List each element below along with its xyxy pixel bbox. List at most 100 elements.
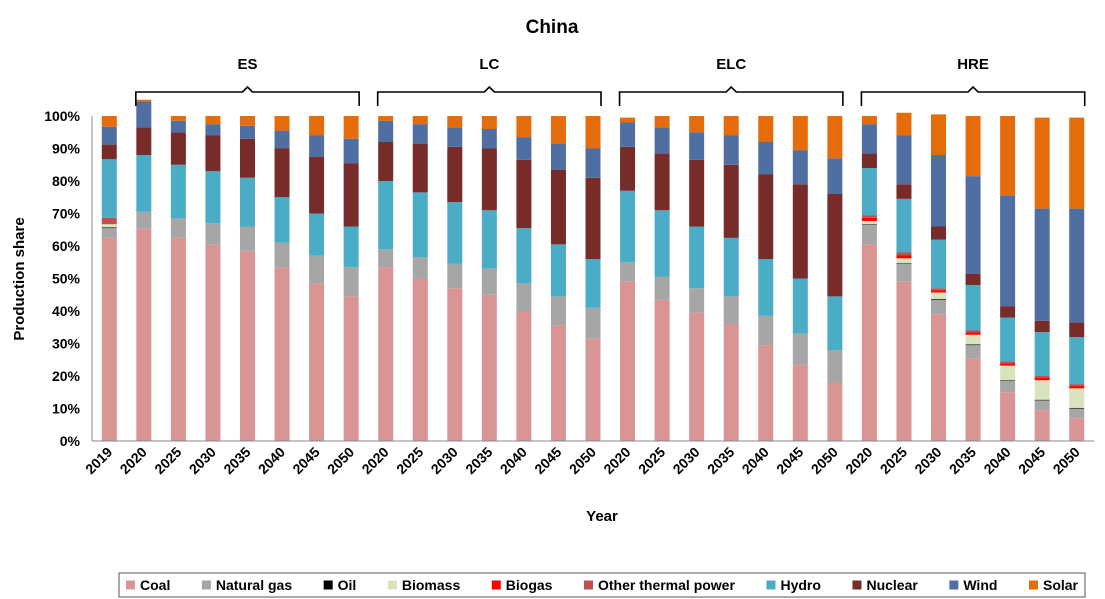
x-tick-label: 2045	[289, 444, 322, 477]
bar-segment	[343, 138, 359, 164]
group-bracket	[135, 85, 360, 106]
bar-segment	[896, 255, 912, 259]
legend-label: Wind	[963, 577, 997, 593]
bar-segment	[239, 177, 255, 227]
bar-segment	[516, 137, 532, 160]
bar-segment	[792, 150, 808, 185]
bar-segment	[309, 156, 325, 214]
bar-segment	[481, 116, 497, 129]
bar-segment	[343, 163, 359, 227]
bar-segment	[723, 237, 739, 297]
plot-area: 0%10%20%30%40%50%60%70%80%90%100%2019 202…	[44, 56, 1094, 477]
bar-segment	[931, 298, 947, 300]
bar-segment	[620, 262, 636, 282]
bar-segment	[205, 135, 221, 172]
x-axis-title: Year	[586, 508, 618, 525]
bar-segment	[205, 124, 221, 136]
bar-segment	[861, 116, 877, 125]
x-tick-label: 2030	[911, 444, 944, 477]
bar-segment	[585, 307, 601, 339]
legend-swatch	[491, 580, 501, 590]
bar-segment	[481, 210, 497, 269]
group-bracket	[618, 85, 844, 106]
bar-segment	[1034, 117, 1050, 209]
bar-segment	[309, 135, 325, 157]
bar-segment	[1034, 400, 1050, 411]
x-tick-label: 2035	[946, 444, 979, 477]
bar-segment	[931, 299, 947, 315]
bar-segment	[931, 292, 947, 299]
bar-segment	[1069, 384, 1085, 387]
x-tick-label: 2020	[117, 444, 150, 477]
bar-segment	[101, 217, 117, 225]
bar-segment	[965, 332, 981, 335]
y-tick-label: 40%	[52, 303, 81, 319]
bar-segment	[931, 155, 947, 227]
bar-segment	[378, 267, 394, 441]
bar-segment	[1034, 410, 1050, 441]
bar-segment	[136, 211, 152, 229]
legend-label: Nuclear	[866, 577, 918, 593]
chart-title: China	[526, 17, 579, 38]
bar-segment	[585, 148, 601, 178]
bar-segment	[965, 116, 981, 177]
bar-segment	[896, 252, 912, 256]
bar-segment	[689, 312, 705, 441]
bar-segment	[861, 215, 877, 218]
bar-segment	[1034, 332, 1050, 376]
x-tick-label: 2020	[600, 444, 633, 477]
bar-segment	[654, 153, 670, 211]
bar-segment	[1000, 116, 1016, 196]
bar-segment	[274, 197, 290, 243]
bar-segment	[689, 159, 705, 227]
bar-segment	[170, 120, 186, 133]
bar-segment	[896, 258, 912, 264]
bar-segment	[620, 281, 636, 441]
legend-label: Hydro	[780, 577, 820, 593]
x-tick-label: 2025	[877, 444, 910, 477]
bar-segment	[136, 127, 152, 155]
group-label: ELC	[716, 56, 746, 73]
x-tick-label: 2040	[497, 444, 530, 477]
bar-segment	[827, 116, 843, 159]
legend-label: Biomass	[402, 577, 461, 593]
bar-segment	[378, 249, 394, 268]
x-tick-label: 2045	[1015, 444, 1048, 477]
bar-segment	[723, 116, 739, 136]
bar-segment	[378, 181, 394, 250]
bar-segment	[896, 198, 912, 253]
bar-segment	[896, 184, 912, 199]
bar-segment	[827, 158, 843, 194]
y-tick-label: 90%	[52, 141, 81, 157]
legend-swatch	[387, 580, 397, 590]
legend-swatch	[323, 580, 333, 590]
bar-segment	[170, 132, 186, 165]
bar-segment	[965, 176, 981, 274]
x-tick-label: 2050	[1050, 444, 1083, 477]
bar-segment	[1069, 407, 1085, 409]
x-tick-label: 2020	[842, 444, 875, 477]
bar-segment	[101, 224, 117, 228]
bar-segment	[827, 296, 843, 350]
x-tick-label: 2030	[428, 444, 461, 477]
bar-segment	[309, 116, 325, 136]
bar-segment	[516, 283, 532, 311]
bar-segment	[447, 263, 463, 289]
bar-segment	[620, 146, 636, 191]
bar-segment	[309, 255, 325, 284]
bar-segment	[758, 174, 774, 259]
x-tick-label: 2030	[669, 444, 702, 477]
bar-segment	[861, 124, 877, 154]
bar-segment	[1000, 392, 1016, 441]
legend-label: Solar	[1043, 577, 1079, 593]
bar-segment	[861, 168, 877, 216]
x-tick-label: 2025	[393, 444, 426, 477]
bar-segment	[1069, 117, 1085, 209]
x-tick-label: 2019	[82, 444, 115, 477]
bar-segment	[205, 171, 221, 224]
legend-swatch	[949, 580, 959, 590]
bar-segment	[343, 116, 359, 139]
bar-segment	[239, 125, 255, 139]
bar-segment	[239, 138, 255, 178]
bar-segment	[792, 364, 808, 441]
